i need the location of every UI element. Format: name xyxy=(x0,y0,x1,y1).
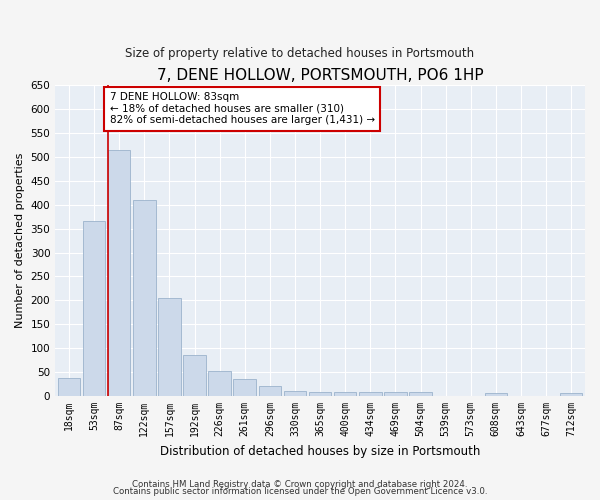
Bar xyxy=(309,392,331,396)
Bar xyxy=(485,393,507,396)
Bar xyxy=(133,200,155,396)
Bar xyxy=(208,370,231,396)
Bar xyxy=(284,391,306,396)
Bar xyxy=(409,392,432,396)
Bar xyxy=(259,386,281,396)
Bar xyxy=(233,380,256,396)
Bar xyxy=(158,298,181,396)
Bar xyxy=(108,150,130,396)
Text: 7 DENE HOLLOW: 83sqm
← 18% of detached houses are smaller (310)
82% of semi-deta: 7 DENE HOLLOW: 83sqm ← 18% of detached h… xyxy=(110,92,375,126)
X-axis label: Distribution of detached houses by size in Portsmouth: Distribution of detached houses by size … xyxy=(160,444,480,458)
Bar xyxy=(334,392,356,396)
Title: 7, DENE HOLLOW, PORTSMOUTH, PO6 1HP: 7, DENE HOLLOW, PORTSMOUTH, PO6 1HP xyxy=(157,68,484,82)
Text: Contains public sector information licensed under the Open Government Licence v3: Contains public sector information licen… xyxy=(113,488,487,496)
Bar xyxy=(58,378,80,396)
Text: Contains HM Land Registry data © Crown copyright and database right 2024.: Contains HM Land Registry data © Crown c… xyxy=(132,480,468,489)
Y-axis label: Number of detached properties: Number of detached properties xyxy=(15,153,25,328)
Bar xyxy=(384,392,407,396)
Text: Size of property relative to detached houses in Portsmouth: Size of property relative to detached ho… xyxy=(125,48,475,60)
Bar xyxy=(560,393,583,396)
Bar xyxy=(83,222,106,396)
Bar xyxy=(359,392,382,396)
Bar xyxy=(183,356,206,396)
